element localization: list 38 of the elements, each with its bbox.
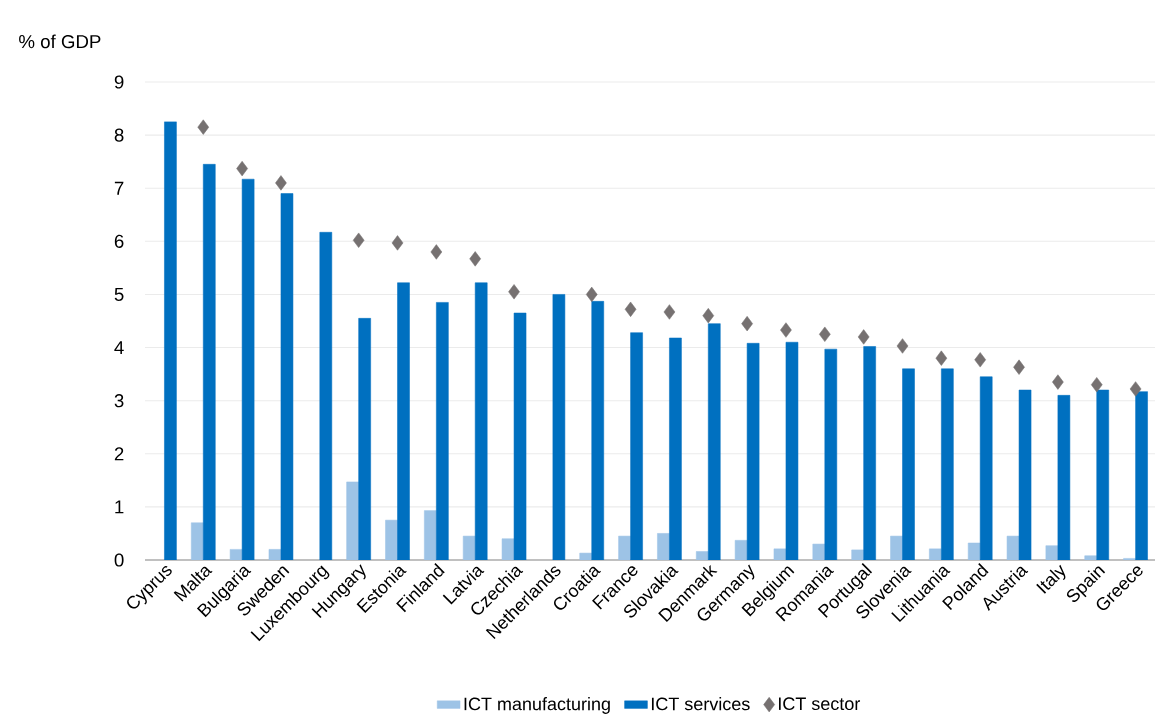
- y-axis-title: % of GDP: [19, 34, 101, 49]
- point: [236, 160, 248, 177]
- y-tick-label: 0: [114, 553, 124, 567]
- legend-label: ICT services: [651, 697, 750, 711]
- point: [275, 175, 287, 191]
- point: [624, 301, 637, 317]
- point: [430, 244, 443, 260]
- point: [197, 119, 210, 135]
- y-tick-label: 7: [114, 181, 124, 195]
- y-tick-label: 5: [114, 287, 124, 301]
- legend-label: ICT manufacturing: [464, 697, 610, 714]
- y-tick-label: 1: [115, 500, 124, 514]
- y-tick-label: 3: [114, 394, 124, 408]
- point: [352, 232, 365, 248]
- y-tick-label: 6: [114, 234, 124, 248]
- y-tick-label: 9: [114, 75, 124, 89]
- point: [508, 284, 520, 300]
- y-tick-label: 4: [114, 341, 124, 354]
- point: [469, 251, 481, 267]
- point: [1090, 377, 1103, 393]
- y-tick-label: 8: [114, 128, 124, 142]
- point: [391, 235, 404, 251]
- point: [935, 350, 948, 366]
- point: [857, 329, 870, 345]
- point: [780, 322, 792, 338]
- point: [585, 286, 598, 303]
- point: [1129, 381, 1142, 397]
- point: [663, 304, 676, 320]
- point: [1013, 359, 1025, 375]
- point: [1052, 374, 1064, 390]
- y-tick-label: 2: [114, 447, 124, 461]
- point: [896, 338, 909, 354]
- x-tick-label: Italy: [1036, 564, 1066, 594]
- point: [974, 352, 986, 368]
- point: [819, 326, 831, 342]
- point: [741, 316, 753, 332]
- point: [702, 308, 715, 324]
- legend-label: ICT sector: [778, 697, 861, 711]
